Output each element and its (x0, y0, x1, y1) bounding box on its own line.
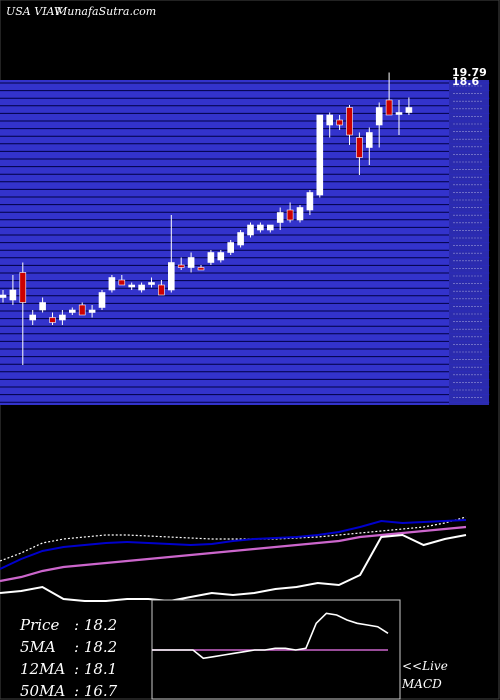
ma-series-line (0, 525, 467, 583)
ticker-label: USA VIAV (6, 5, 63, 18)
ma50-label: 50MA (20, 682, 65, 700)
candle-body (257, 224, 264, 231)
candle-body (187, 257, 195, 268)
candle-body (39, 302, 46, 311)
candle-body (326, 114, 334, 126)
price-label: Price (19, 616, 59, 634)
candle-body (286, 209, 294, 221)
candle-body (365, 132, 373, 148)
candle-body (266, 224, 274, 231)
candle-body (108, 277, 116, 291)
candle-body (375, 107, 383, 126)
ma-series-line (0, 519, 467, 570)
ma5-value: : 18.2 (74, 638, 117, 656)
candle-body (0, 294, 7, 298)
moving-average-panel (0, 516, 467, 603)
candle-body (168, 262, 175, 291)
price-value: : 18.2 (74, 616, 117, 634)
candle-body (19, 272, 27, 303)
candle-body (197, 267, 205, 271)
candle-body (158, 284, 165, 296)
candle-body (237, 232, 244, 246)
candle-body (78, 304, 86, 316)
candle-body (227, 242, 234, 253)
candle-body (356, 137, 363, 158)
candle-body (29, 314, 37, 321)
candle-body (138, 284, 145, 291)
top-price-label: 19.79 (452, 66, 487, 79)
candle-body (128, 284, 135, 288)
macd-panel (151, 599, 401, 700)
candle-body (385, 99, 393, 116)
candle-body (69, 309, 76, 313)
candle-body (207, 252, 215, 263)
candle-body (296, 207, 304, 221)
macd-live-label: <<Live (402, 659, 448, 673)
candle-body (346, 107, 353, 136)
ma-series-line (0, 533, 467, 603)
ma50-value: : 16.7 (74, 682, 118, 700)
ma5-label: 5MA (20, 638, 56, 656)
candle-body (336, 119, 343, 126)
candle-body (217, 252, 225, 261)
candle-body (177, 264, 185, 268)
candle-body (88, 309, 96, 313)
candle-body (306, 192, 314, 211)
price-axis-bg (449, 80, 489, 405)
candle-body (405, 107, 413, 113)
candle-body (316, 114, 324, 196)
candle-body (276, 212, 284, 223)
macd-label: MACD (401, 677, 442, 691)
candle-body (59, 314, 66, 321)
site-label: MunafaSutra.com (55, 5, 156, 18)
ma12-label: 12MA (20, 660, 65, 678)
candle-body (148, 282, 155, 285)
candle-body (395, 112, 403, 115)
second-price-label: 18.6 (452, 75, 479, 88)
macd-series-line (152, 612, 389, 660)
candle-body (247, 224, 254, 236)
candle-body (9, 289, 17, 301)
candle-body (98, 292, 106, 308)
candle-body (49, 317, 56, 323)
stats-block: Price : 18.2 5MA : 18.2 12MA : 18.1 50MA… (19, 616, 118, 700)
ma-series-line (0, 516, 467, 562)
candle-body (118, 279, 126, 286)
ma12-value: : 18.1 (74, 660, 117, 678)
